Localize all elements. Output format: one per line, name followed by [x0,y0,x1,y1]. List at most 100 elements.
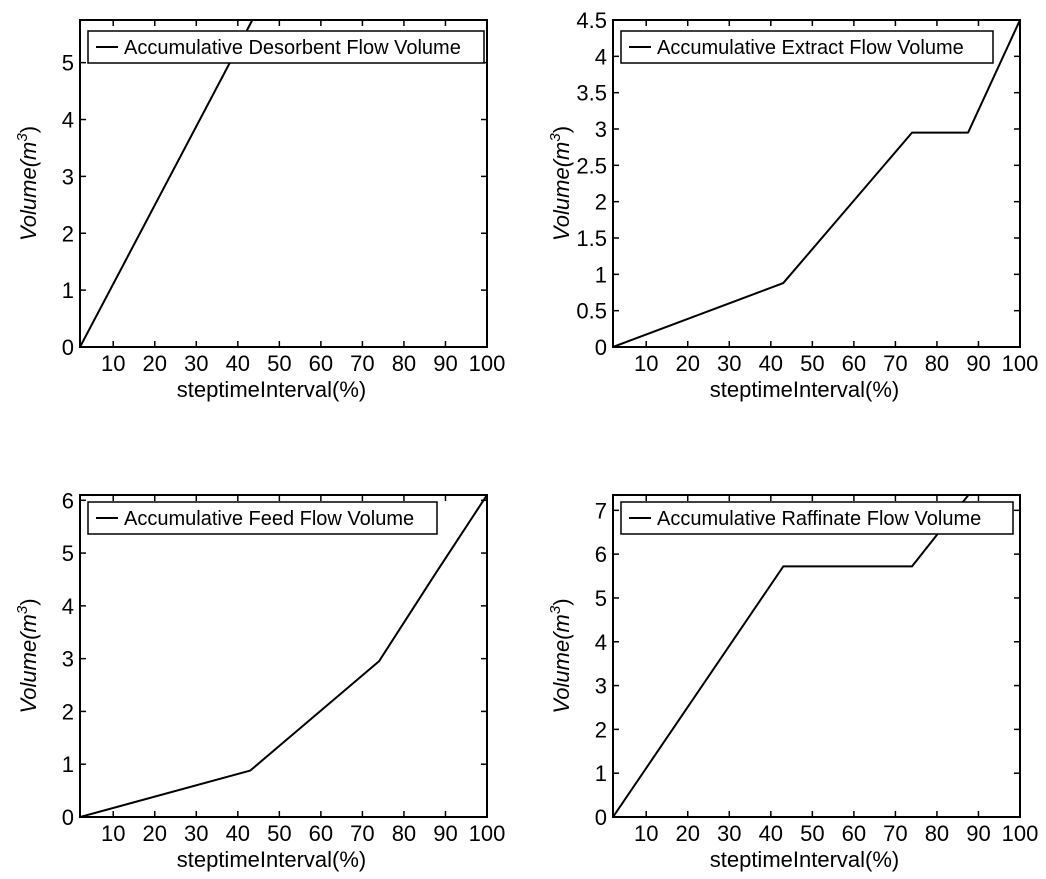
x-tick-label: 10 [634,351,658,376]
x-tick-label: 100 [1002,821,1039,846]
x-tick-label: 50 [800,821,824,846]
series-line-1 [80,20,254,347]
subplot-2: 10 20 30 40 50 60 70 80 90 100 0 0.5 1 1.5 2 2.5 3 3.5 4 4.… [547,8,1038,402]
y-tick-label: 0 [62,335,74,360]
legend-box [620,501,1014,535]
y-axis-label-close: ) [549,126,574,133]
y-tick-label: 4 [595,44,607,69]
x-tick-label: 10 [101,821,125,846]
y-tick-label: 2 [62,221,74,246]
x-tick-label: 60 [309,821,333,846]
y-tick-label: 6 [595,542,607,567]
x-tick-label: 90 [966,351,990,376]
y-axis-label-main: Volume(m [549,142,574,241]
x-tick-label: 40 [226,821,250,846]
x-tick-label: 30 [717,351,741,376]
x-tick-label: 60 [842,351,866,376]
y-axis-label-main: Volume(m [16,614,41,713]
y-axis-label-main: Volume(m [549,614,574,713]
y-tick-label: 5 [595,586,607,611]
x-tick-label: 50 [800,351,824,376]
y-tick-label: 5 [62,51,74,76]
x-tick-label: 80 [392,821,416,846]
axes-frame [612,494,1021,818]
subplot-1: 10 20 30 40 50 60 70 80 90 100 0 1 2 3 4 5 steptimeInter… [14,19,506,402]
x-tick-label: 60 [309,351,333,376]
legend-label: Accumulative Extract Flow Volume [657,37,964,59]
y-tick-label: 2 [595,190,607,215]
y-tick-label: 1 [62,278,74,303]
legend-label: Accumulative Feed Flow Volume [124,508,414,530]
legend-box [87,501,438,535]
y-tick-label: 0 [62,805,74,830]
x-tick-label: 20 [143,821,167,846]
y-tick-label: 5 [62,541,74,566]
series-line-1 [613,20,1020,347]
x-tick-label: 90 [433,821,457,846]
y-tick-label: 0 [595,335,607,360]
x-tick-label: 60 [842,821,866,846]
x-axis-label: steptimeInterval(%) [710,847,900,872]
y-tick-label: 0 [595,805,607,830]
x-tick-label: 100 [469,351,506,376]
legend: Accumulative Extract Flow Volume [620,30,994,64]
x-tick-label: 90 [433,351,457,376]
y-tick-label: 3.5 [576,81,607,106]
legend: Accumulative Feed Flow Volume [87,501,438,535]
x-tick-label: 70 [350,821,374,846]
y-tick-label: 1 [62,752,74,777]
axes-frame [79,494,488,818]
legend-box [620,30,994,64]
y-axis-label-sup: 3 [14,133,31,142]
y-tick-label: 2 [62,699,74,724]
x-tick-label: 70 [350,351,374,376]
y-tick-label: 3 [595,117,607,142]
y-axis-label-close: ) [549,598,574,605]
x-tick-label: 80 [925,351,949,376]
y-tick-label: 4 [62,594,74,619]
x-tick-label: 40 [759,351,783,376]
y-tick-label: 6 [62,488,74,513]
y-axis-label: Volume(m3) [547,598,574,713]
axes-frame [79,19,488,348]
x-axis-label: steptimeInterval(%) [710,377,900,402]
x-tick-label: 70 [883,821,907,846]
subplot-4: 10 20 30 40 50 60 70 80 90 100 0 1 2 3 4 5 6 7 steptimeInt… [547,494,1039,872]
axes-frame [612,19,1021,348]
y-tick-label: 3 [595,674,607,699]
y-tick-label: 1 [595,761,607,786]
legend: Accumulative Desorbent Flow Volume [87,30,485,64]
legend-box [87,30,485,64]
x-tick-label: 20 [676,821,700,846]
y-axis-label-sup: 3 [547,133,564,142]
x-tick-label: 30 [184,821,208,846]
y-axis-label-close: ) [16,598,41,605]
y-tick-label: 2.5 [576,153,607,178]
y-axis-label: Volume(m3) [14,598,41,713]
x-axis-label: steptimeInterval(%) [177,847,367,872]
x-axis-label: steptimeInterval(%) [177,377,367,402]
y-axis-label: Volume(m3) [547,126,574,241]
x-tick-label: 90 [966,821,990,846]
x-tick-label: 50 [267,351,291,376]
y-tick-label: 3 [62,164,74,189]
y-tick-label: 4 [595,630,607,655]
x-tick-label: 20 [143,351,167,376]
x-tick-label: 80 [925,821,949,846]
series-line-1 [80,495,487,817]
y-axis-label: Volume(m3) [14,126,41,241]
x-tick-label: 70 [883,351,907,376]
x-tick-label: 100 [469,821,506,846]
series-line-1 [613,495,970,817]
x-tick-label: 10 [101,351,125,376]
x-tick-label: 10 [634,821,658,846]
x-tick-label: 40 [759,821,783,846]
y-axis-label-main: Volume(m [16,142,41,241]
x-tick-label: 50 [267,821,291,846]
y-tick-label: 0.5 [576,299,607,324]
y-tick-label: 1 [595,262,607,287]
x-tick-label: 80 [392,351,416,376]
legend: Accumulative Raffinate Flow Volume [620,501,1014,535]
x-tick-label: 30 [184,351,208,376]
